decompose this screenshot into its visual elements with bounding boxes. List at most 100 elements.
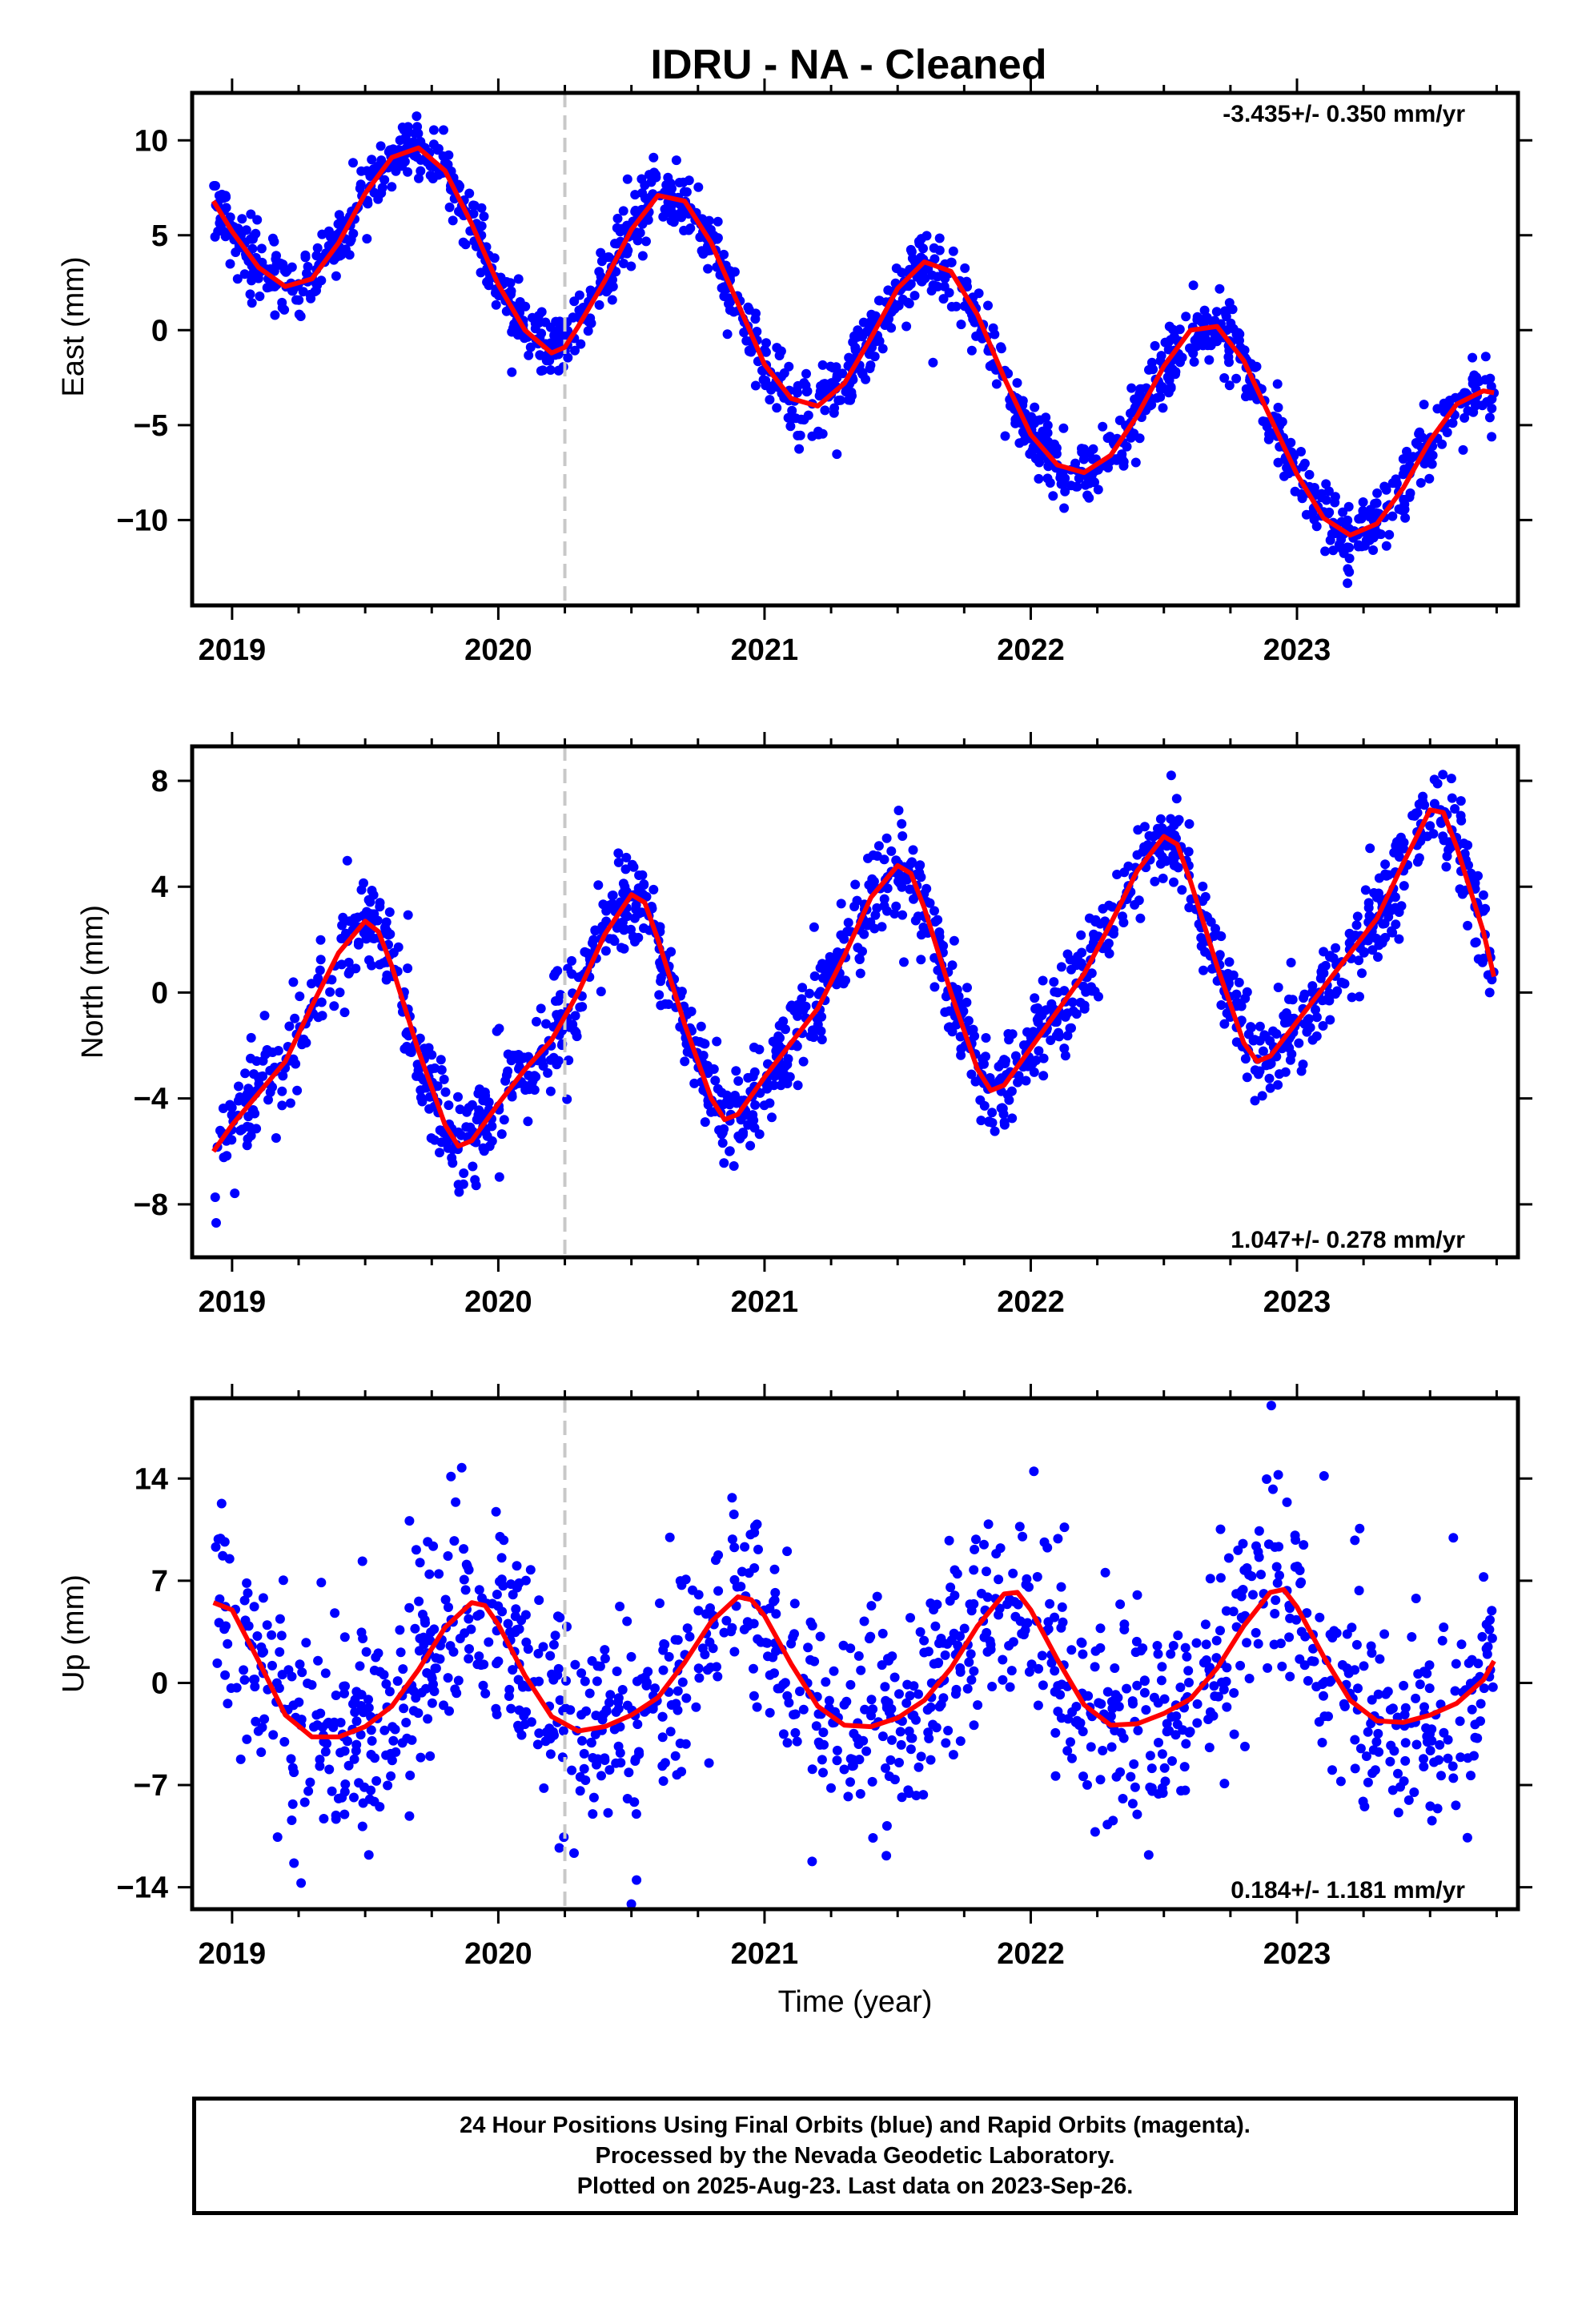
up-data-point bbox=[1053, 1707, 1063, 1717]
north-data-point bbox=[1250, 1096, 1260, 1106]
north-data-point bbox=[343, 968, 354, 979]
east-data-point bbox=[704, 215, 714, 226]
up-data-point bbox=[1020, 1625, 1030, 1635]
up-data-point bbox=[994, 1610, 1004, 1620]
east-data-point bbox=[1117, 449, 1127, 460]
north-data-point bbox=[284, 1021, 295, 1031]
up-data-point bbox=[969, 1720, 979, 1731]
north-data-point bbox=[536, 1003, 546, 1014]
up-data-point bbox=[904, 1788, 914, 1799]
north-data-point bbox=[949, 935, 959, 946]
up-data-point bbox=[464, 1644, 474, 1654]
up-data-point bbox=[665, 1727, 676, 1737]
up-data-point bbox=[729, 1647, 740, 1657]
up-data-point bbox=[866, 1695, 877, 1705]
up-data-point bbox=[287, 1799, 298, 1809]
east-data-point bbox=[670, 211, 681, 222]
east-data-point bbox=[829, 408, 839, 418]
up-data-point bbox=[789, 1598, 800, 1609]
up-data-point bbox=[1229, 1729, 1239, 1739]
north-data-point bbox=[867, 874, 877, 884]
up-data-point bbox=[749, 1563, 760, 1573]
north-data-point bbox=[372, 915, 383, 926]
east-data-point bbox=[555, 316, 565, 327]
north-data-point bbox=[480, 1088, 490, 1097]
up-data-point bbox=[1419, 1667, 1429, 1677]
up-data-point bbox=[1034, 1663, 1044, 1674]
east-data-point bbox=[1084, 493, 1094, 503]
north-data-point bbox=[1399, 881, 1409, 891]
north-data-point bbox=[893, 806, 904, 815]
up-data-point bbox=[1350, 1735, 1360, 1745]
up-data-point bbox=[1102, 1819, 1113, 1830]
north-data-point bbox=[990, 1126, 1000, 1136]
up-data-point bbox=[622, 1616, 632, 1626]
north-data-point bbox=[776, 1080, 786, 1091]
east-data-point bbox=[996, 342, 1006, 352]
east-data-point bbox=[948, 246, 958, 256]
east-data-point bbox=[1458, 444, 1468, 455]
up-data-point bbox=[555, 1612, 565, 1622]
east-data-point bbox=[239, 269, 250, 279]
up-data-point bbox=[1419, 1762, 1429, 1771]
north-data-point bbox=[1294, 1038, 1304, 1048]
east-data-point bbox=[816, 381, 826, 392]
east-data-point bbox=[828, 363, 838, 373]
up-data-point bbox=[771, 1609, 781, 1619]
up-data-point bbox=[1139, 1687, 1150, 1698]
north-data-point bbox=[344, 916, 355, 927]
up-data-point bbox=[364, 1794, 375, 1804]
up-data-point bbox=[660, 1639, 670, 1650]
north-data-point bbox=[1446, 774, 1456, 784]
north-data-point bbox=[442, 1136, 452, 1147]
north-data-point bbox=[717, 1128, 728, 1138]
east-data-point bbox=[1437, 439, 1447, 449]
up-data-point bbox=[369, 1665, 379, 1675]
up-data-point bbox=[1425, 1801, 1435, 1811]
up-data-point bbox=[427, 1698, 437, 1708]
up-data-point bbox=[634, 1749, 644, 1759]
up-data-point bbox=[1133, 1725, 1143, 1735]
north-data-point bbox=[1477, 957, 1488, 967]
north-data-point bbox=[506, 1055, 516, 1066]
up-data-point bbox=[1242, 1638, 1252, 1648]
up-data-point bbox=[658, 1776, 669, 1786]
up-data-point bbox=[884, 1707, 894, 1717]
north-data-point bbox=[1215, 950, 1225, 960]
up-data-point bbox=[404, 1516, 415, 1526]
up-data-point bbox=[383, 1780, 393, 1791]
up-data-point bbox=[1170, 1730, 1181, 1740]
up-data-point bbox=[1056, 1622, 1066, 1633]
north-data-point bbox=[424, 1104, 435, 1114]
north-data-point bbox=[854, 955, 865, 964]
up-data-point bbox=[1128, 1699, 1138, 1709]
up-data-point bbox=[1059, 1522, 1070, 1533]
up-data-point bbox=[548, 1639, 559, 1650]
up-data-point bbox=[340, 1779, 351, 1789]
east-data-point bbox=[637, 251, 648, 261]
north-data-point bbox=[1316, 967, 1327, 977]
north-data-point bbox=[1112, 870, 1122, 879]
north-data-point bbox=[809, 971, 820, 981]
up-data-point bbox=[1162, 1727, 1172, 1737]
up-data-point bbox=[398, 1664, 408, 1675]
east-data-point bbox=[515, 304, 525, 315]
north-data-point bbox=[1154, 824, 1165, 834]
up-data-point bbox=[727, 1622, 737, 1633]
up-data-point bbox=[1411, 1594, 1421, 1603]
north-data-point bbox=[1183, 846, 1194, 857]
north-data-point bbox=[1177, 885, 1187, 895]
east-data-point bbox=[1272, 379, 1283, 389]
up-data-point bbox=[664, 1651, 674, 1662]
up-data-point bbox=[745, 1530, 756, 1540]
north-model-curve bbox=[211, 807, 1497, 1153]
up-data-point bbox=[881, 1821, 892, 1831]
north-data-point bbox=[1166, 825, 1176, 835]
north-data-point bbox=[1172, 817, 1182, 827]
north-ytick-label: 0 bbox=[151, 976, 168, 1010]
up-data-point bbox=[1393, 1807, 1403, 1818]
north-data-point bbox=[1425, 821, 1435, 831]
up-data-point bbox=[982, 1566, 991, 1577]
up-data-point bbox=[539, 1783, 549, 1793]
up-data-point bbox=[423, 1537, 433, 1547]
